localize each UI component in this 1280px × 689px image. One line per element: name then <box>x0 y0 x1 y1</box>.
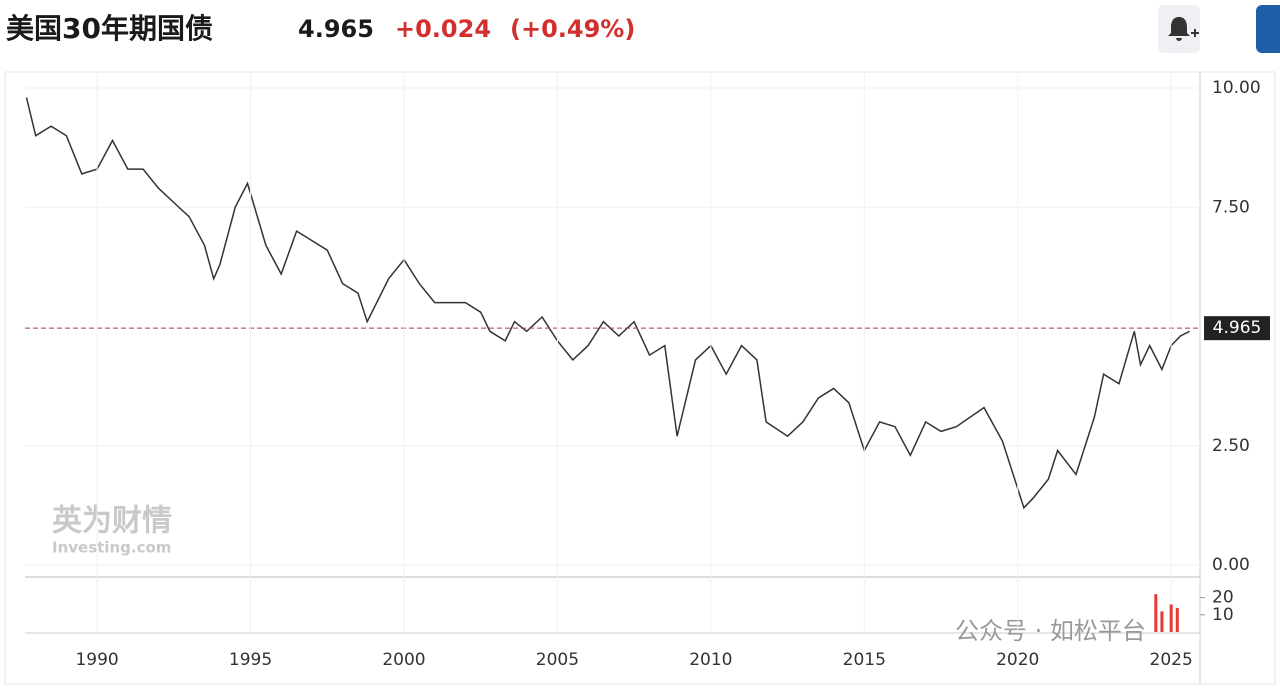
watermark-en: Investing.com <box>52 539 171 557</box>
bell-icon <box>1168 17 1190 41</box>
volume-bar <box>1169 604 1173 632</box>
wechat-watermark: 公众号 · 如松平台 <box>955 617 1146 645</box>
volume-bar <box>1160 611 1164 632</box>
title: 美国30年期国债 <box>6 12 213 45</box>
price: 4.965 <box>298 15 374 43</box>
y-tick-label: 20 <box>1212 588 1234 608</box>
x-tick-label: 1990 <box>75 650 118 670</box>
price-line <box>25 97 1190 510</box>
x-tick-label: 2010 <box>689 650 732 670</box>
last-price-label: 4.965 <box>1213 318 1262 338</box>
y-tick-label: 10 <box>1212 605 1234 625</box>
y-tick-label: 7.50 <box>1212 197 1250 217</box>
volume-bar <box>1175 607 1179 632</box>
x-tick-label: 2020 <box>996 650 1039 670</box>
watermark-cn: 英为财情 <box>52 504 172 539</box>
volume-bar <box>1154 594 1158 632</box>
y-tick-label: 10.00 <box>1212 78 1261 98</box>
plus-icon <box>1191 29 1199 37</box>
chart-frame <box>4 71 1276 685</box>
change-pct: (+0.49%) <box>510 15 635 43</box>
x-tick-label: 2015 <box>843 650 886 670</box>
x-tick-label: 2025 <box>1150 650 1193 670</box>
x-tick-label: 2000 <box>382 650 425 670</box>
x-tick-label: 2005 <box>536 650 579 670</box>
action-button[interactable] <box>1256 5 1280 53</box>
change: +0.024 <box>395 15 491 43</box>
y-tick-label: 0.00 <box>1212 555 1250 575</box>
y-tick-label: 2.50 <box>1212 436 1250 456</box>
x-tick-label: 1995 <box>229 650 272 670</box>
last-price-box <box>1204 316 1270 341</box>
